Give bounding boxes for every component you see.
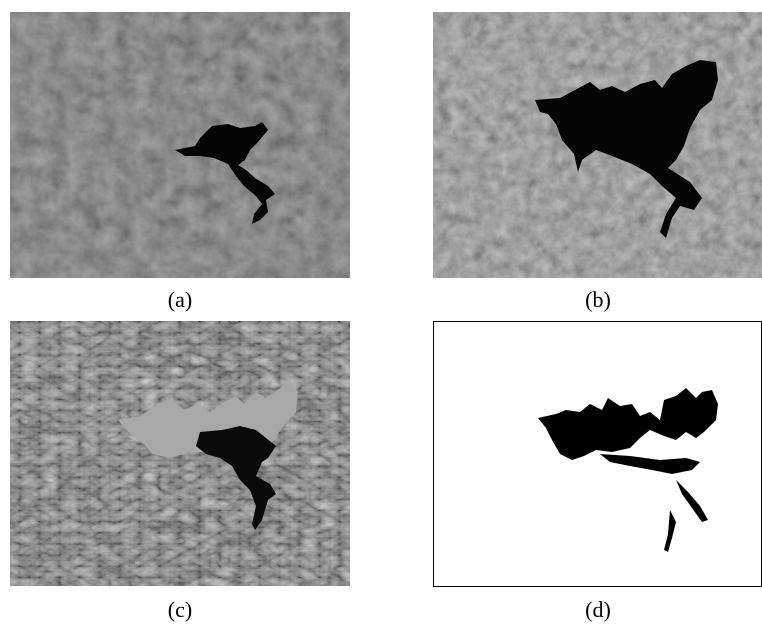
page: (a) (b) (c) (d) (() => { const data = JS…	[0, 0, 762, 628]
panel-label: (b)	[585, 287, 611, 312]
image-d	[434, 322, 762, 587]
image-b	[433, 12, 762, 278]
panel-label: (a)	[168, 287, 192, 312]
panel-label: (d)	[585, 597, 611, 622]
image-c	[10, 321, 350, 586]
figure: (a) (b) (c) (d)	[0, 0, 762, 628]
panel-label: (c)	[168, 597, 192, 622]
image-a	[10, 12, 350, 278]
